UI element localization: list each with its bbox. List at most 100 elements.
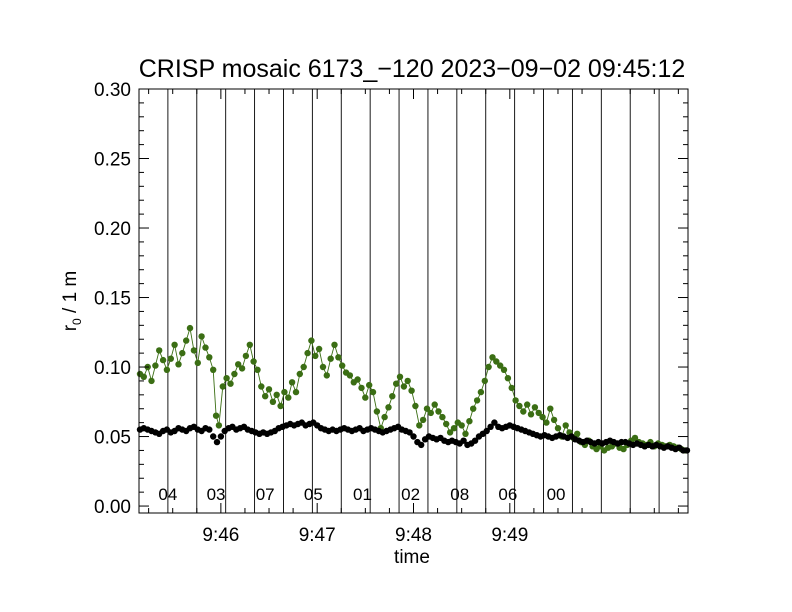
green-series-point: [500, 366, 508, 373]
green-series-point: [319, 363, 327, 371]
green-series-point: [419, 416, 427, 424]
green-series-point: [198, 333, 205, 340]
green-series-point: [262, 393, 269, 400]
green-series-point: [369, 388, 377, 396]
green-series-point: [219, 383, 226, 390]
green-series-point: [493, 358, 500, 365]
segment-label: 03: [207, 485, 226, 504]
green-series-point: [550, 416, 558, 424]
green-series-point: [331, 341, 338, 348]
segment-label: 07: [256, 485, 275, 504]
green-series-point: [389, 393, 396, 400]
y-tick-label: 0.15: [94, 289, 131, 310]
green-series-point: [516, 402, 523, 410]
segment-labels: 04 03 07 05 01 02 08 06 00: [158, 485, 565, 504]
green-series-point: [159, 356, 167, 364]
axes: 0.00 0.05 0.10 0.15 0.20 0.25 0.30 9:46 9:47 9:48…: [94, 80, 689, 546]
green-series-point: [400, 383, 408, 390]
green-series-point: [446, 429, 454, 436]
green-series-point: [431, 401, 438, 408]
green-series-point: [477, 388, 485, 396]
green-series-point: [308, 337, 315, 344]
segment-label: 04: [158, 485, 177, 504]
segment-label: 01: [353, 485, 372, 504]
green-series-point: [497, 362, 504, 369]
green-series-point: [358, 384, 365, 392]
green-series-point: [212, 412, 220, 419]
green-series-point: [190, 347, 198, 354]
x-axis-label: time: [394, 547, 430, 568]
green-series-point: [327, 355, 334, 362]
green-series-point: [175, 361, 182, 368]
green-series-point: [250, 358, 257, 365]
green-series-point: [140, 373, 147, 380]
green-series-point: [504, 375, 512, 382]
segment-boundaries: [167, 89, 660, 513]
green-series-point: [231, 370, 238, 378]
x-tick-label: 9:48: [395, 525, 432, 546]
green-series-point: [194, 359, 201, 367]
y-axis-label-main: r: [60, 324, 81, 331]
green-series-point: [366, 381, 373, 389]
black-series-point: [483, 427, 490, 435]
green-series-point: [554, 425, 562, 432]
green-series-point: [339, 362, 346, 369]
green-series-point: [273, 391, 280, 398]
black-series-point: [210, 433, 217, 440]
x-tick-label: 9:49: [491, 525, 528, 546]
y-tick-label: 0.20: [94, 219, 131, 240]
green-series-point: [416, 422, 423, 429]
green-series-point: [539, 413, 546, 421]
segment-label: 05: [304, 485, 323, 504]
green-series-point: [227, 380, 234, 387]
black-series-point: [491, 419, 498, 426]
green-series-point: [574, 430, 581, 437]
black-series-point: [213, 438, 221, 446]
segment-label: 02: [401, 485, 420, 504]
green-series-point: [242, 352, 250, 360]
y-tick-label: 0.10: [94, 358, 131, 379]
green-series-point: [473, 397, 481, 404]
green-series-point: [281, 388, 288, 396]
green-series-point: [296, 370, 303, 378]
black-series-point: [406, 429, 413, 436]
green-series-point: [304, 349, 311, 357]
green-series-point: [381, 413, 388, 421]
green-series-point: [458, 422, 465, 429]
green-series-point: [562, 422, 569, 429]
green-series-point: [167, 355, 174, 362]
green-series-point: [462, 430, 469, 437]
green-series-point: [485, 363, 492, 371]
green-series-point: [246, 341, 253, 348]
green-series-point: [300, 363, 307, 371]
y-tick-label: 0.30: [94, 80, 131, 101]
black-series-point: [460, 437, 467, 444]
green-series-point: [408, 387, 415, 394]
data-points: [136, 324, 691, 454]
segment-label: 08: [450, 485, 469, 504]
green-series-point: [508, 384, 515, 392]
green-series-point: [520, 408, 527, 415]
green-series-point: [423, 405, 431, 412]
green-series-point: [312, 352, 319, 360]
green-series-point: [512, 397, 519, 404]
x-tick-label: 9:47: [299, 525, 336, 546]
green-series-point: [470, 405, 477, 412]
green-series-point: [156, 347, 163, 354]
black-series-point: [418, 441, 425, 449]
black-series-point: [410, 433, 417, 440]
green-series-point: [346, 372, 354, 379]
green-series-point: [620, 445, 627, 453]
green-series-point: [412, 402, 419, 410]
green-series-point: [362, 394, 369, 401]
green-series-point: [210, 366, 217, 373]
green-series-point: [148, 377, 155, 385]
green-series-point: [385, 404, 392, 411]
green-series-point: [238, 365, 246, 372]
green-series-point: [489, 354, 496, 361]
green-series-point: [443, 420, 450, 428]
green-series-point: [152, 362, 159, 369]
black-series-point: [471, 437, 479, 444]
green-series-point: [535, 409, 542, 417]
